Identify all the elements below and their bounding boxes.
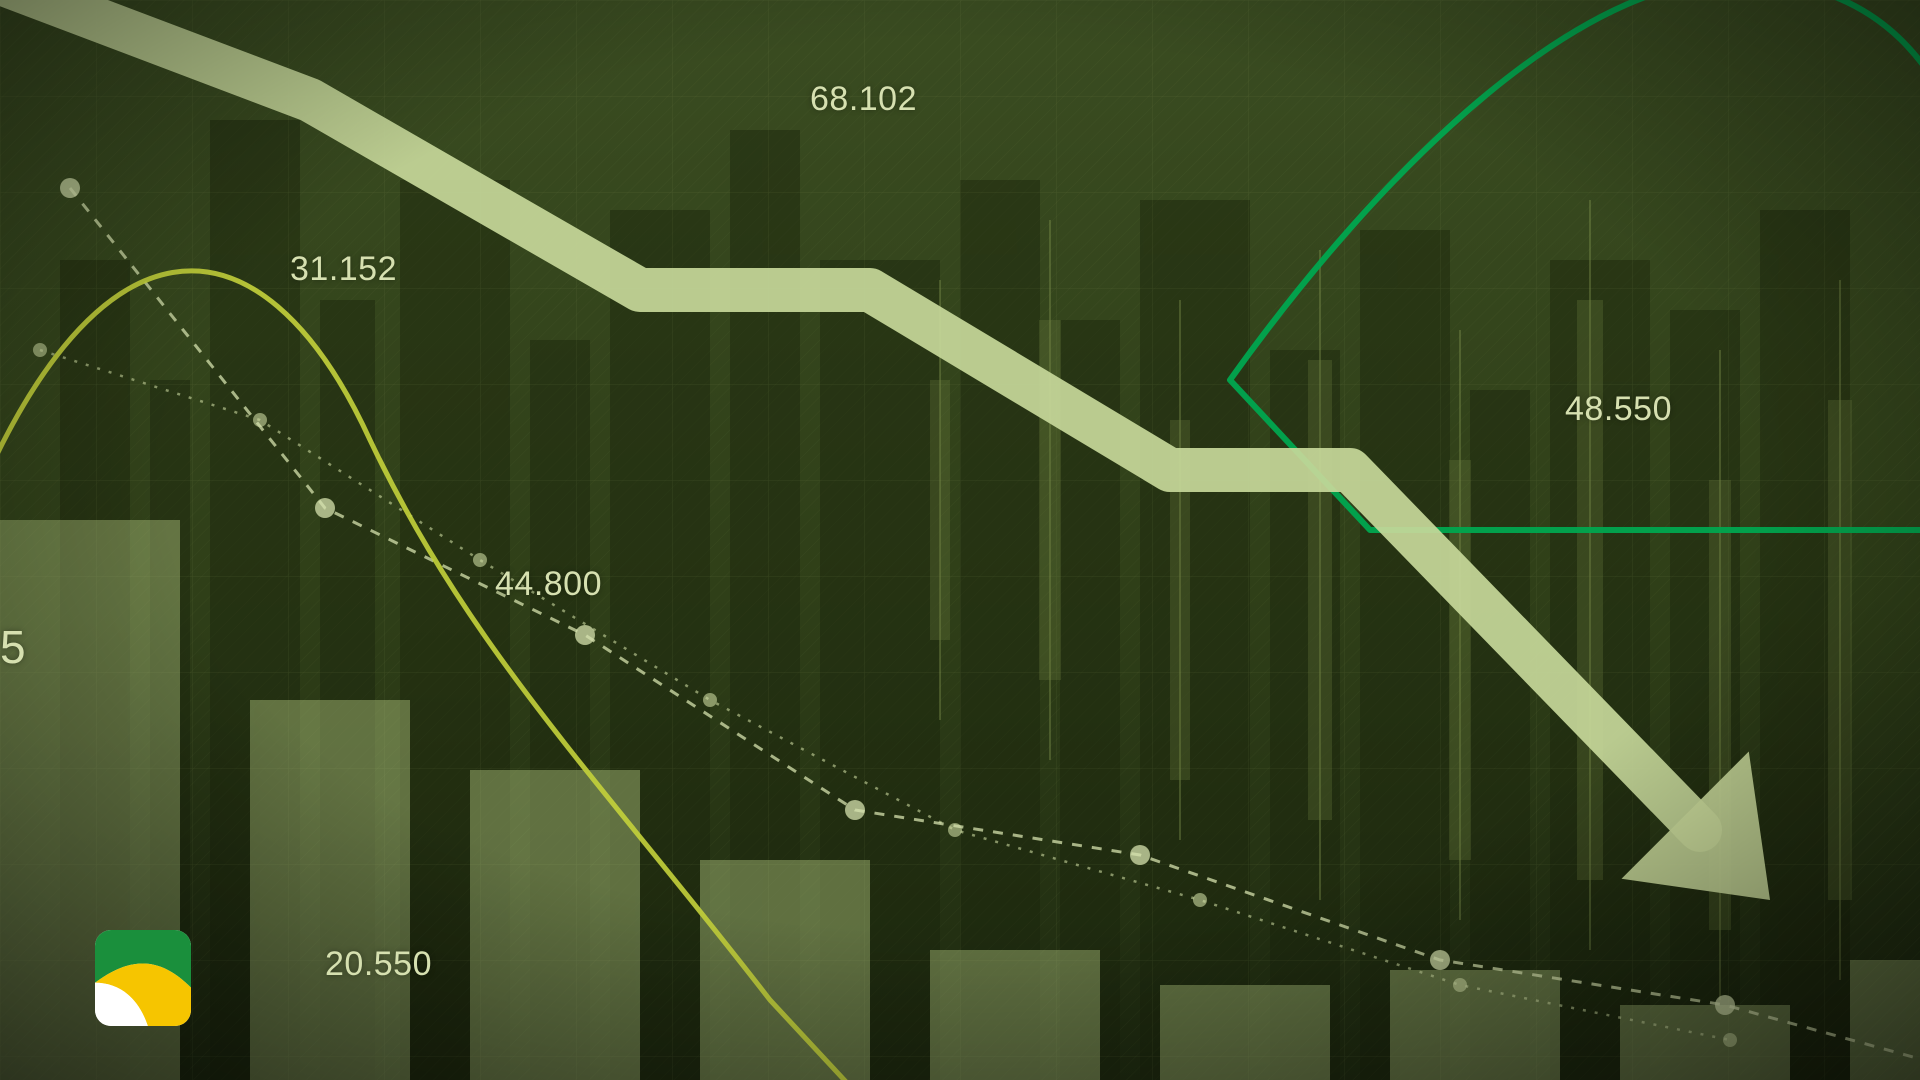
- background-svg: [0, 0, 1920, 1080]
- brand-logo: [95, 930, 191, 1026]
- vignette: [0, 0, 1920, 1080]
- infographic-stage: 68.102 31.152 44.800 20.550 48.550 5: [0, 0, 1920, 1080]
- brand-logo-icon: [95, 930, 191, 1026]
